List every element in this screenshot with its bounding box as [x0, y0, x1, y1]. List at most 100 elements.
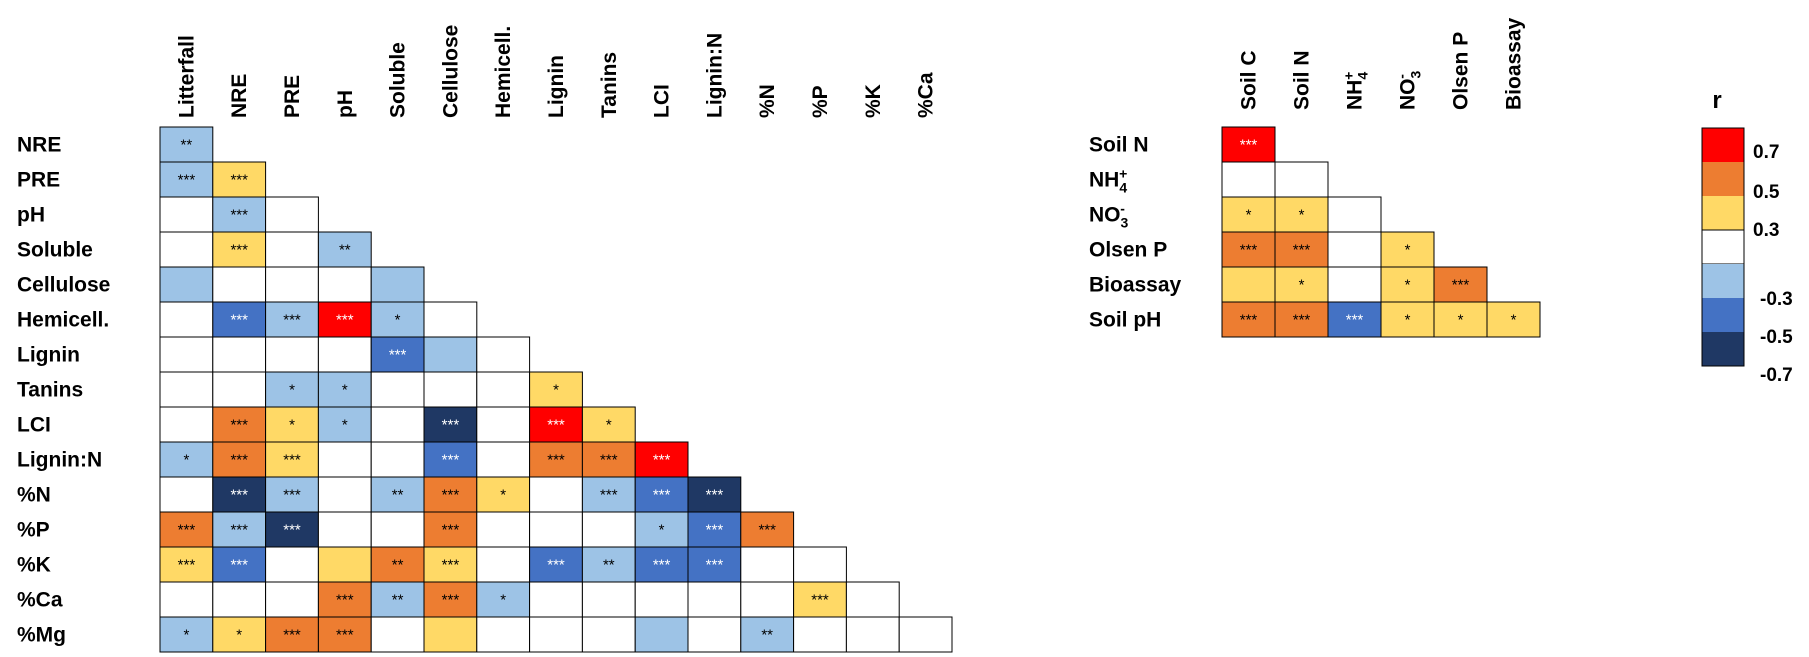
heatmap-cell [370, 266, 425, 303]
significance-label: *** [336, 592, 354, 609]
significance-label: *** [230, 172, 248, 189]
row-label: %P [17, 519, 50, 542]
label-main: NO [1397, 79, 1420, 111]
heatmap-cell [1486, 301, 1541, 338]
heatmap-cell [529, 476, 583, 513]
column-label: %N [756, 84, 779, 118]
heatmap-cell [159, 441, 214, 478]
heatmap-cell [476, 546, 531, 583]
heatmap-cell [634, 581, 689, 618]
row-label: Lignin:N [17, 449, 102, 472]
label-superscript: + [1119, 166, 1127, 182]
significance-label: ** [392, 557, 404, 574]
significance-label: * [236, 627, 242, 644]
heatmap-cell [581, 581, 636, 618]
legend-tick-label: -0.5 [1760, 327, 1793, 348]
row-label: Tanins [17, 379, 83, 402]
heatmap-cell [1327, 301, 1382, 338]
legend-tick-label: 0.5 [1753, 182, 1780, 203]
heatmap-cell [1433, 266, 1488, 303]
heatmap-cell [370, 616, 425, 653]
label-main: Soil pH [1089, 309, 1161, 332]
significance-label: *** [442, 592, 460, 609]
heatmap-cell [265, 196, 319, 233]
significance-label: *** [336, 627, 354, 644]
heatmap-cell [581, 511, 636, 548]
heatmap-cell [159, 161, 214, 198]
significance-label: *** [178, 557, 196, 574]
heatmap-cell [476, 511, 531, 548]
heatmap-cell [423, 546, 478, 583]
column-label: Soil N [1291, 50, 1314, 110]
column-label: Cellulose [439, 25, 462, 118]
heatmap-cell [159, 126, 214, 163]
heatmap-cell [159, 336, 214, 373]
heatmap-cell [898, 616, 953, 653]
significance-label: * [1299, 277, 1305, 294]
significance-label: ** [181, 137, 193, 154]
significance-label: *** [389, 347, 407, 364]
heatmap-cell [423, 406, 478, 443]
significance-label: *** [653, 487, 671, 504]
significance-label: *** [442, 452, 460, 469]
heatmap-cell [476, 581, 531, 618]
significance-label: ** [339, 242, 351, 259]
significance-label: *** [336, 312, 354, 329]
label-subscript: 4 [1355, 72, 1371, 80]
heatmap-cell [1380, 301, 1435, 338]
heatmap-cell [265, 406, 319, 443]
label-subscript: 3 [1121, 215, 1129, 231]
heatmap-cell [317, 511, 372, 548]
column-label: Lignin [545, 55, 568, 118]
significance-label: * [1458, 312, 1464, 329]
label-subscript: 4 [1119, 180, 1127, 196]
label-main: Olsen P [1450, 32, 1473, 110]
column-label: Soil C [1238, 50, 1261, 110]
heatmap-cell [159, 266, 214, 303]
significance-label: *** [230, 207, 248, 224]
heatmap-cell [317, 336, 372, 373]
heatmap-cell [1221, 161, 1276, 198]
row-label: %N [17, 484, 51, 507]
heatmap-cell [1221, 231, 1276, 268]
label-subscript: 3 [1408, 71, 1424, 79]
heatmap-cell [265, 581, 319, 618]
heatmap-cell [1221, 126, 1276, 163]
heatmap-cell [1327, 266, 1382, 303]
heatmap-cell [740, 581, 795, 618]
leaf-traits-matrix: Litterfall NRE PRE pH Soluble Cellulose Hemice… [17, 25, 953, 653]
row-label: Olsen P [1089, 239, 1167, 262]
heatmap-cell [159, 301, 214, 338]
significance-label: *** [442, 522, 460, 539]
heatmap-cell [476, 616, 531, 653]
heatmap-cell [370, 371, 425, 408]
heatmap-cell [1380, 231, 1435, 268]
significance-label: *** [442, 557, 460, 574]
significance-label: *** [283, 312, 301, 329]
significance-label: * [183, 452, 189, 469]
heatmap-cell [317, 406, 372, 443]
significance-label: * [342, 382, 348, 399]
heatmap-cell [159, 616, 214, 653]
row-label: NH4+ [1089, 166, 1127, 196]
heatmap-cell [159, 196, 214, 233]
significance-label: * [395, 312, 401, 329]
heatmap-cell [265, 336, 319, 373]
column-label: %K [862, 84, 885, 118]
heatmap-cell [740, 616, 795, 653]
heatmap-cell [212, 266, 267, 303]
heatmap-cell [687, 616, 742, 653]
heatmap-cell [265, 371, 319, 408]
column-label: %P [809, 85, 832, 118]
significance-label: *** [230, 312, 248, 329]
row-label: Cellulose [17, 274, 110, 297]
row-label: %K [17, 554, 51, 577]
heatmap-cell [159, 511, 214, 548]
heatmap-cell [1327, 196, 1382, 233]
heatmap-cell [212, 441, 267, 478]
label-main: NO [1089, 204, 1121, 227]
heatmap-cell [265, 546, 319, 583]
heatmap-cell [529, 581, 583, 618]
row-label: LCI [17, 414, 51, 437]
significance-label: *** [653, 557, 671, 574]
